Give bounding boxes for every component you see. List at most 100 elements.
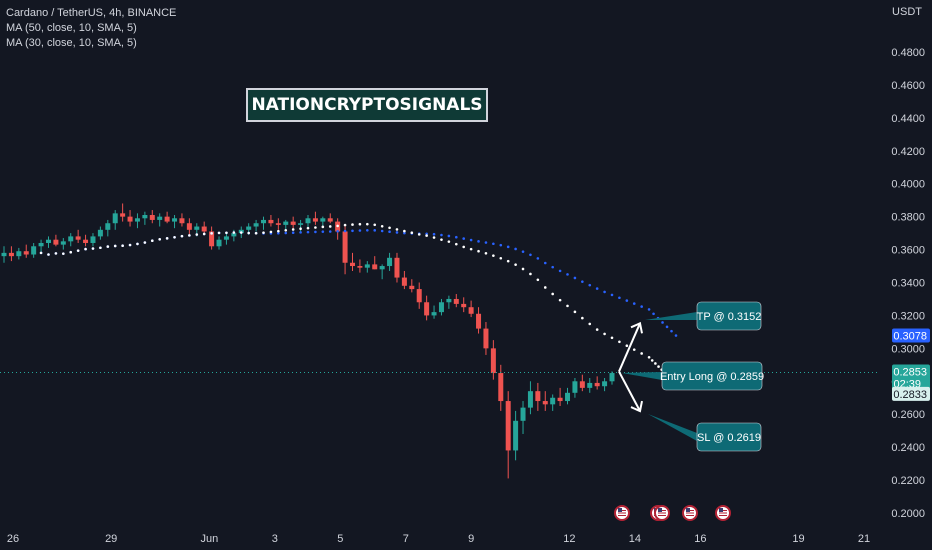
y-tick-label: 0.4800 (891, 47, 925, 59)
candle-body (23, 251, 29, 255)
ma50-point (299, 231, 302, 234)
us-flag-event-icon[interactable] (682, 505, 698, 521)
x-tick-label: 12 (563, 533, 575, 545)
ma50-point (358, 229, 362, 232)
us-flag-event-icon[interactable] (614, 505, 630, 521)
ma50-point (514, 247, 517, 251)
ma30-point (336, 224, 339, 228)
ma30-point (654, 362, 657, 365)
ma30-point (650, 359, 654, 362)
y-tick-label: 0.2000 (891, 508, 925, 520)
ma50-point (603, 290, 606, 294)
candle-body (157, 216, 163, 220)
ma30-point (588, 322, 592, 326)
candle-body (38, 242, 44, 247)
ma50-point (625, 299, 629, 302)
candle-body (602, 381, 608, 387)
y-tick-label: 0.3600 (891, 245, 925, 257)
current-price-tag (892, 364, 930, 391)
ma30-point (254, 231, 258, 235)
candle-body (542, 401, 548, 405)
ma50-point (536, 257, 540, 260)
ma50-point (484, 241, 488, 244)
ma50-point (380, 229, 384, 233)
ma30-point (484, 252, 488, 255)
symbol-title[interactable]: Cardano / TetherUS, 4h, BINANCE (6, 7, 177, 19)
ma50-point (595, 287, 599, 290)
ma30-point (395, 228, 399, 231)
ma30-point (121, 244, 124, 248)
ma30-point (69, 250, 73, 254)
ma30-point (403, 229, 406, 233)
ma50-legend[interactable]: MA (50, close, 10, SMA, 5) (6, 22, 137, 34)
ma30-legend[interactable]: MA (30, close, 10, SMA, 5) (6, 37, 137, 49)
y-tick-label: 0.3800 (891, 212, 925, 224)
ma50-point (306, 230, 310, 234)
candle-body (424, 302, 430, 316)
ma30-point (54, 252, 58, 255)
candle-body (298, 223, 304, 225)
ma30-point (314, 226, 317, 229)
candle-body (16, 251, 22, 257)
candle-body (446, 298, 452, 303)
candle-body (572, 381, 578, 393)
candle-body (557, 397, 563, 402)
ma30-point (210, 232, 213, 235)
ma50-point (454, 235, 458, 239)
ma30-point (277, 229, 280, 233)
y-tick-label: 0.2600 (891, 409, 925, 421)
candle-body (609, 373, 615, 382)
candle-body (216, 239, 222, 247)
sl-label: SL @ 0.2619 (697, 432, 761, 444)
entry-label: Entry Long @ 0.2859 (660, 371, 764, 383)
ma30-point (299, 227, 302, 231)
candle-body (401, 277, 407, 286)
ma30-point (106, 245, 110, 248)
candle-body (312, 218, 318, 222)
candle-body (483, 328, 489, 349)
candle-body (83, 239, 89, 243)
ma30-price-label-bg (892, 386, 930, 401)
sl-arrow (618, 371, 641, 412)
us-flag-event-icon[interactable] (654, 505, 670, 521)
y-tick-label: 0.4600 (891, 80, 925, 92)
ma30-point (558, 298, 562, 302)
candle-body (53, 239, 59, 245)
ma30-point (610, 336, 614, 340)
ma50-point (529, 253, 532, 257)
ma30-point (543, 286, 547, 289)
entry-label-box (661, 361, 763, 391)
sl-label-pointer (648, 414, 697, 441)
candle-body (364, 264, 370, 268)
ma30-price-label: 0.2833 (893, 389, 927, 401)
ma30-point (358, 222, 362, 226)
ma30-point (269, 230, 273, 234)
ma50-price-label: 0.3078 (893, 331, 927, 343)
y-tick-label: 0.2400 (891, 442, 925, 454)
ma50-point (403, 231, 406, 235)
ma30-point (529, 272, 532, 276)
candle-body (372, 264, 378, 270)
ma50-point (336, 230, 339, 233)
ma50-point (610, 293, 614, 297)
candle-body (535, 391, 541, 402)
entry-label-pointer (622, 372, 662, 380)
sl-arrow-head (630, 400, 643, 413)
ma30-point (440, 238, 443, 241)
us-flag-event-icon[interactable] (715, 505, 731, 521)
candle-body (105, 223, 111, 230)
ma50-point (440, 233, 443, 237)
ma50-point (618, 296, 621, 300)
candle-body (394, 257, 400, 278)
candle-body (127, 216, 133, 222)
ma30-point (91, 247, 95, 250)
ma50-point (388, 230, 391, 234)
current-price-label: 0.2853 (893, 367, 927, 379)
ma30-point (595, 328, 599, 331)
ma30-point (388, 226, 391, 230)
candle-body (513, 420, 519, 451)
candle-body (120, 213, 126, 217)
ma50-point (499, 243, 503, 247)
x-tick-label: 29 (105, 533, 117, 545)
